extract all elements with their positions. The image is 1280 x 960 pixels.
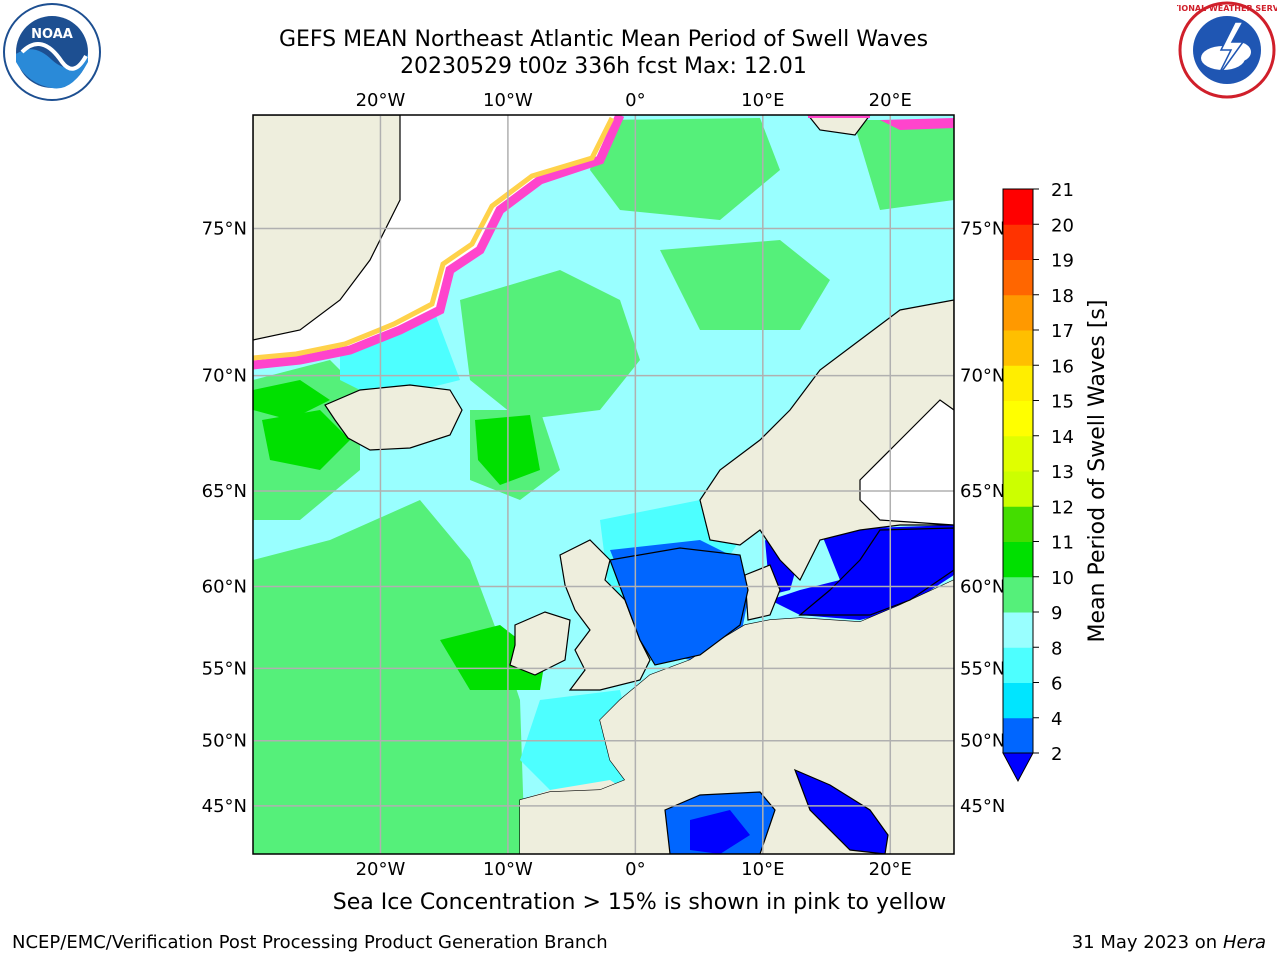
colorbar-segment xyxy=(1003,259,1033,296)
iceland-land xyxy=(324,384,463,451)
adriatic-sea xyxy=(793,768,889,854)
map-title: GEFS MEAN Northeast Atlantic Mean Period… xyxy=(278,27,929,52)
colorbar-tick-label: 17 xyxy=(1051,321,1074,342)
lat-tick-label-right: 50°N xyxy=(960,731,1005,752)
lon-tick-label-top: 10°E xyxy=(741,90,784,111)
date-line: 31 May 2023 on Hera xyxy=(1072,932,1266,953)
colorbar-segment xyxy=(1003,294,1033,331)
colorbar-segment xyxy=(1003,400,1033,437)
sea-ice-note: Sea Ice Concentration > 15% is shown in … xyxy=(332,890,947,915)
swell-band-9-10s-central xyxy=(660,240,830,330)
colorbar-segment xyxy=(1003,717,1033,754)
colorbar-tick-label: 16 xyxy=(1051,356,1074,377)
colorbar-tick-label: 4 xyxy=(1051,709,1062,730)
lon-tick-label-top: 20°W xyxy=(356,90,406,111)
colorbar-extend-arrow xyxy=(1002,752,1034,783)
colorbar-segment xyxy=(1003,612,1033,648)
sea-ice-edge-yellow xyxy=(253,116,615,361)
colorbar-segment xyxy=(1003,682,1033,719)
colorbar-tick-label: 21 xyxy=(1051,180,1074,201)
colorbar-tick-label: 14 xyxy=(1051,427,1074,448)
lat-tick-label-right: 60°N xyxy=(960,576,1005,597)
lat-tick-label-right: 65°N xyxy=(960,481,1005,502)
north-sea xyxy=(609,547,749,666)
lat-tick-label-left: 60°N xyxy=(202,576,247,597)
swell-band-9-10s-northeast xyxy=(853,120,954,210)
map-subtitle: 20230529 t00z 336h fcst Max: 12.01 xyxy=(400,54,807,79)
lat-tick-label-left: 55°N xyxy=(202,658,247,679)
colorbar-tick-label: 10 xyxy=(1051,568,1074,589)
lon-tick-label-top: 10°W xyxy=(483,90,533,111)
swell-band-10-11s-denmark-strait xyxy=(253,380,330,420)
lon-tick-label-bottom: 20°W xyxy=(356,859,406,880)
noaa-logo-text: NOAA xyxy=(31,27,73,42)
colorbar: 2 4 6 8 9 10 11 12 13 14 15 16 17 18 19 20 21 xyxy=(1002,180,1074,783)
baltic-sea xyxy=(798,527,954,616)
lon-tick-label-bottom: 10°W xyxy=(483,859,533,880)
ireland-land xyxy=(509,611,571,676)
colorbar-segment xyxy=(1003,506,1033,542)
map-gridlines xyxy=(253,115,954,854)
mediterranean-deep-blue xyxy=(690,810,750,854)
colorbar-segment xyxy=(1003,647,1033,683)
colorbar-segment xyxy=(1003,365,1033,401)
greenland-land xyxy=(253,115,401,341)
continental-europe-land xyxy=(520,580,954,854)
lat-tick-label-left: 50°N xyxy=(202,731,247,752)
nws-logo: NATIONAL WEATHER SERVICE xyxy=(1177,1,1277,99)
credit-line: NCEP/EMC/Verification Post Processing Pr… xyxy=(12,932,608,953)
lat-tick-label-right: 55°N xyxy=(960,658,1005,679)
colorbar-tick-label: 6 xyxy=(1051,674,1062,695)
colorbar-segment xyxy=(1003,471,1033,507)
lat-tick-label-left: 70°N xyxy=(202,366,247,387)
colorbar-tick-label: 8 xyxy=(1051,638,1062,659)
lat-tick-label-right: 75°N xyxy=(960,218,1005,239)
colorbar-segment xyxy=(1003,541,1033,578)
colorbar-label: Mean Period of Swell Waves [s] xyxy=(1085,299,1110,643)
lon-tick-label-top: 0° xyxy=(625,90,645,111)
lon-tick-label-top: 20°E xyxy=(869,90,912,111)
colorbar-tick-label: 11 xyxy=(1051,533,1074,554)
gulf-of-bothnia-coast xyxy=(859,399,954,526)
lat-tick-label-left: 65°N xyxy=(202,481,247,502)
svalbard-land xyxy=(807,115,871,136)
lat-tick-label-left: 45°N xyxy=(202,796,247,817)
colorbar-tick-label: 20 xyxy=(1051,215,1074,236)
swell-band-9-10s-south xyxy=(253,500,525,854)
noaa-logo: NOAA xyxy=(3,3,101,101)
colorbar-tick-label: 2 xyxy=(1051,744,1062,765)
lon-tick-label-bottom: 10°E xyxy=(741,859,784,880)
lat-tick-label-right: 45°N xyxy=(960,796,1005,817)
colorbar-segment xyxy=(1003,224,1033,260)
colorbar-tick-label: 12 xyxy=(1051,497,1074,518)
gulf-of-bothnia-blank xyxy=(860,400,954,525)
lon-tick-label-bottom: 0° xyxy=(625,859,645,880)
lat-tick-label-left: 75°N xyxy=(202,218,247,239)
sea-ice-edge-pink xyxy=(253,115,625,370)
machine-name: Hera xyxy=(1222,932,1266,953)
colorbar-segment xyxy=(1003,576,1033,613)
colorbar-segment xyxy=(1003,330,1033,366)
barents-ice-edge xyxy=(880,118,954,130)
lat-tick-label-right: 70°N xyxy=(960,366,1005,387)
nws-logo-text: NATIONAL WEATHER SERVICE xyxy=(1177,4,1277,13)
map-panel xyxy=(253,115,954,854)
colorbar-tick-label: 13 xyxy=(1051,462,1074,483)
map-frame xyxy=(252,114,955,855)
great-britain-land xyxy=(559,539,651,691)
colorbar-tick-label: 19 xyxy=(1051,251,1074,272)
run-date: 31 May 2023 on xyxy=(1071,932,1218,953)
colorbar-tick-label: 18 xyxy=(1051,286,1074,307)
colorbar-segment xyxy=(1003,189,1033,225)
lon-tick-label-bottom: 20°E xyxy=(869,859,912,880)
map-tick-labels: 20°W 20°W 10°W 10°W 0° 0° 10°E 10°E 20°E 20°E 45°N… xyxy=(202,90,1006,880)
colorbar-tick-label: 9 xyxy=(1051,603,1062,624)
swell-band-10-11s-iceland xyxy=(262,410,350,470)
colorbar-tick-label: 15 xyxy=(1051,392,1074,413)
colorbar-segment xyxy=(1003,435,1033,472)
swell-band-9-10s-norwegian-sea xyxy=(460,270,640,420)
swell-band-9-10s-north xyxy=(590,118,780,220)
